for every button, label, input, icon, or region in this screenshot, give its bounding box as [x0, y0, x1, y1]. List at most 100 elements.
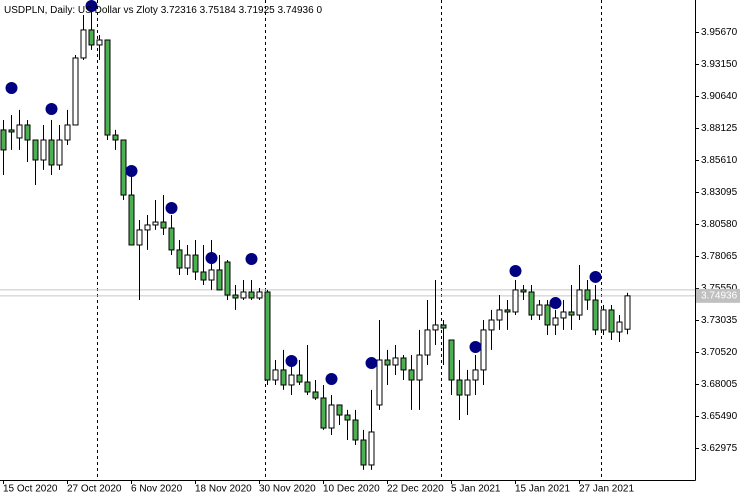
candle — [136, 220, 143, 300]
candle — [184, 244, 191, 276]
candle-body — [408, 369, 415, 381]
candle-body — [392, 357, 399, 366]
candle-body — [608, 309, 615, 333]
candle-body — [536, 304, 543, 316]
candle — [560, 300, 567, 330]
candle-body — [288, 374, 295, 386]
candle-body — [320, 397, 327, 429]
candle-body — [360, 439, 367, 466]
candle-body — [624, 295, 631, 330]
candle-body — [368, 431, 375, 466]
candle-body — [440, 324, 447, 329]
candle — [624, 292, 631, 335]
candle-body — [32, 139, 39, 161]
y-tick-label: 3.83095 — [701, 187, 738, 198]
x-tick-label: 18 Nov 2020 — [195, 484, 252, 495]
candle — [168, 215, 175, 256]
candle-body — [96, 39, 103, 46]
y-tick-label: 3.80580 — [701, 219, 738, 230]
candle-body — [312, 391, 319, 399]
candle-body — [560, 311, 567, 319]
candle — [96, 35, 103, 60]
candle-body — [488, 319, 495, 331]
candle-body — [120, 139, 127, 196]
candle — [0, 120, 7, 176]
x-tick-label: 15 Jan 2021 — [515, 484, 570, 495]
candle-body — [304, 381, 311, 393]
candle-body — [224, 261, 231, 296]
candle-body — [64, 124, 71, 141]
candle — [456, 360, 463, 420]
candle — [232, 284, 239, 310]
y-tick-label: 3.75550 — [701, 283, 738, 294]
marker — [589, 270, 602, 283]
candle-body — [424, 329, 431, 356]
candle-body — [592, 299, 599, 331]
candle — [296, 360, 303, 385]
candle — [584, 280, 591, 310]
y-tick-label: 3.78065 — [701, 251, 738, 262]
candle-body — [112, 134, 119, 141]
candle-body — [520, 289, 527, 293]
candle — [128, 169, 135, 246]
candle — [392, 344, 399, 376]
candle — [368, 389, 375, 470]
candle-body — [136, 229, 143, 246]
candle-body — [528, 291, 535, 316]
candle — [464, 369, 471, 416]
candle — [424, 300, 431, 365]
candle-body — [512, 289, 519, 313]
y-tick-label: 3.65490 — [701, 411, 738, 422]
candle-body — [184, 254, 191, 269]
chart-header: USDPLN, Daily: US Dollar vs Zloty 3.7231… — [4, 5, 322, 16]
x-tick-label: 10 Dec 2020 — [323, 484, 380, 495]
candle-body — [504, 309, 511, 313]
marker — [549, 297, 562, 310]
low: 3.71925 — [239, 5, 276, 16]
candle-body — [480, 329, 487, 371]
candle-body — [0, 129, 7, 151]
symbol: USDPLN, Daily: — [4, 5, 75, 16]
candle-body — [256, 291, 263, 299]
candle — [160, 195, 167, 236]
candle-body — [8, 129, 15, 133]
candle — [80, 15, 87, 60]
candle-body — [400, 357, 407, 371]
candle — [32, 139, 39, 185]
candle — [64, 109, 71, 145]
candle — [112, 129, 119, 150]
candle — [528, 284, 535, 320]
candle — [544, 300, 551, 336]
x-tick-label: 30 Nov 2020 — [259, 484, 316, 495]
candle — [416, 329, 423, 410]
price-box — [696, 288, 740, 303]
candle — [248, 280, 255, 300]
candle — [104, 39, 111, 140]
candle — [576, 264, 583, 320]
candle-body — [208, 269, 215, 281]
candle — [432, 280, 439, 345]
candle-body — [416, 354, 423, 381]
x-tick-label: 5 Jan 2021 — [451, 484, 501, 495]
marker — [125, 164, 138, 177]
candle-body — [296, 374, 303, 383]
candle-body — [232, 294, 239, 299]
open: 3.72316 — [161, 5, 198, 16]
marker — [165, 202, 178, 215]
marker — [469, 341, 482, 354]
candle-body — [544, 304, 551, 326]
y-tick-label: 3.93150 — [701, 59, 738, 70]
candle-body — [240, 291, 247, 299]
y-tick-label: 3.73035 — [701, 315, 738, 326]
high: 3.75184 — [200, 5, 237, 16]
candle — [208, 240, 215, 290]
candle — [440, 320, 447, 365]
candle — [40, 124, 47, 170]
candle — [224, 260, 231, 300]
volume: 0 — [316, 5, 322, 16]
marker — [5, 82, 18, 95]
candle — [384, 349, 391, 385]
candle — [72, 55, 79, 126]
candle — [200, 244, 207, 285]
